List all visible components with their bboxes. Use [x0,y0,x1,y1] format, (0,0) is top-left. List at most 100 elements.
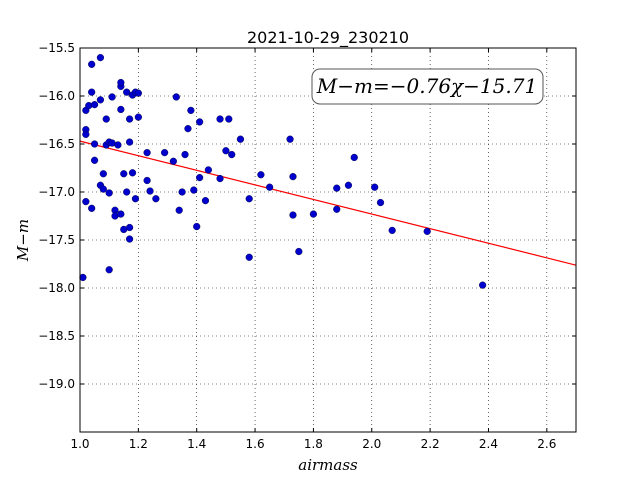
x-tick-label: 2.2 [421,437,440,451]
data-point [96,96,105,104]
data-point [117,105,125,114]
data-point [216,115,224,123]
data-point [82,198,90,206]
data-point [309,210,318,218]
data-point [178,188,186,196]
data-point [479,281,487,289]
data-point [161,149,169,157]
data-point [228,150,236,159]
y-tick-label: −15.5 [38,41,75,55]
data-point [201,197,210,205]
data-point [350,153,358,162]
data-point [108,93,116,101]
y-tick-label: −18.0 [38,281,75,295]
data-point [193,222,201,231]
fit-annotation: M−m=−0.76χ−15.71 [311,68,544,105]
x-tick-label: 1.2 [129,437,148,451]
fit-line [79,140,577,266]
data-point [90,140,99,148]
data-point [123,88,131,96]
data-point [190,186,198,194]
data-point [126,223,134,232]
data-point [126,235,134,243]
data-point [172,93,180,101]
data-point [143,149,151,157]
data-point [333,184,341,192]
data-point [102,115,110,123]
data-point [120,170,128,178]
data-point [344,181,353,189]
data-point [257,171,265,179]
data-point [134,113,142,121]
data-point [114,141,122,149]
data-point [289,173,297,181]
data-point [222,147,230,155]
data-point [236,135,245,143]
x-tick-label: 2.4 [479,437,498,451]
x-tick-label: 2.0 [362,437,381,451]
data-point [333,205,341,213]
data-point [105,266,113,274]
data-point [184,125,192,133]
data-point [187,106,195,115]
data-point [99,185,107,193]
data-point [181,150,189,159]
data-point [117,78,125,87]
data-point [295,247,303,256]
x-axis-label: airmass [298,456,358,474]
data-point [225,115,233,123]
x-tick-label: 1.6 [246,437,265,451]
y-axis-label: M−m [14,219,32,262]
data-point [266,183,274,191]
data-point [79,273,87,282]
data-point [128,169,137,177]
data-point [245,195,253,203]
data-point [126,115,134,123]
chart-title: 2021-10-29_230210 [247,28,409,48]
data-point [105,189,113,197]
data-point [371,183,379,191]
data-point [196,118,204,126]
fit-annotation-box [311,68,544,105]
data-point [99,170,107,178]
data-point [204,166,212,174]
data-point [90,101,99,109]
grid [79,47,576,432]
data-point [216,174,224,183]
data-point [388,226,396,235]
x-tick-label: 1.0 [70,437,89,451]
y-tick-label: −19.0 [38,377,75,391]
axis-ticks: 1.0 1.2 1.4 1.6 1.8 2.0 2.2 2.4 2.6 −15.5 −16.0 −16… [38,41,576,451]
y-tick-label: −16.0 [38,89,75,103]
y-tick-label: −16.5 [38,137,75,151]
data-point [245,253,253,261]
data-point [376,198,385,207]
data-point [126,138,134,146]
data-point [196,174,204,182]
data-points [79,53,487,289]
data-point [90,156,99,164]
data-point [169,157,177,165]
data-point [152,195,160,203]
fit-annotation-text: M−m=−0.76χ−15.71 [316,74,537,98]
data-point [175,206,183,214]
y-tick-label: −17.0 [38,185,75,199]
y-tick-label: −17.5 [38,233,75,247]
data-point [143,176,151,185]
data-point [88,204,96,212]
data-point [117,210,125,218]
y-tick-label: −18.5 [38,329,75,343]
data-point [88,60,96,68]
data-point [289,211,297,219]
x-tick-label: 2.6 [537,437,556,451]
data-point [131,195,140,203]
data-point [96,53,105,62]
data-point [423,227,431,235]
data-point [123,188,131,196]
data-point [134,89,142,97]
data-point [82,130,90,139]
x-tick-label: 1.8 [304,437,323,451]
data-point [88,88,96,96]
data-point [146,187,154,195]
